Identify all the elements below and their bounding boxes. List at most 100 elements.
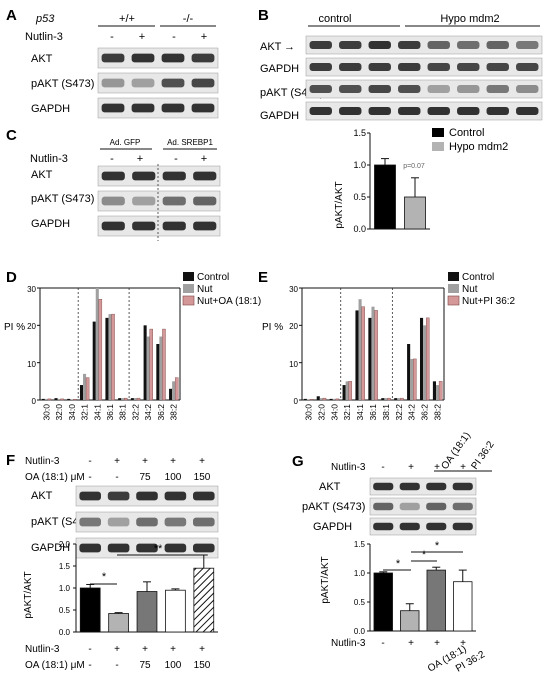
bar-nut	[121, 398, 125, 400]
panel-a-nutlin-label: Nutlin-3	[25, 31, 63, 43]
panel-f-sig-1: *	[102, 571, 107, 583]
panel-g-axis-nutlin-label: Nutlin-3	[331, 638, 366, 649]
panel-g-blot	[369, 477, 477, 536]
panel-f-oa-label: OA (18:1) μM	[25, 472, 85, 483]
panel-f-axis-oa-5: 150	[194, 660, 211, 671]
blot-band	[191, 103, 215, 113]
bar-control	[316, 396, 320, 400]
blot-strip	[97, 215, 221, 237]
blot-band	[101, 78, 125, 88]
bar-nut	[371, 306, 375, 400]
panel-c-row-akt: AKT	[31, 169, 53, 181]
blot-band	[398, 63, 421, 71]
panel-d-ytick-0: 0	[32, 397, 37, 406]
blot-band	[368, 41, 391, 49]
bar-nut	[146, 336, 150, 400]
bar	[374, 164, 396, 230]
blot-band	[516, 41, 539, 49]
panel-b-legend-control: Control	[449, 127, 484, 139]
panel-d-chart: 30:0 32:0 34:0 32:1 34:1 36:1 38:1 32:2 34:2 36:2…	[37, 287, 181, 421]
panel-g-ytick-2: 1.0	[354, 569, 366, 578]
bar-nut-oa-18-1-	[174, 377, 179, 401]
panel-f-axis-nutlin-2: +	[114, 644, 120, 655]
panel-g-axis-nutlin-2: +	[408, 638, 414, 649]
bar-nut-pi-36-2	[335, 398, 340, 401]
blot-band	[398, 85, 421, 93]
panel-e-legend-pi: Nut+PI 36:2	[462, 296, 516, 307]
panel-d-ytick-1: 10	[27, 360, 36, 369]
panel-g-nutlin-sign-1: -	[381, 462, 384, 473]
blot-band	[191, 78, 215, 88]
x-tick-label: 36:2	[156, 404, 166, 421]
blot-band	[486, 107, 509, 115]
blot-band	[368, 85, 391, 93]
bar-control	[79, 385, 84, 400]
bar	[193, 567, 215, 633]
blot-band	[193, 221, 217, 231]
blot-band	[339, 85, 362, 93]
blot-band	[399, 502, 420, 511]
panel-b-ytick-2: 1.0	[353, 160, 366, 170]
bar	[165, 589, 186, 633]
bar-nut	[319, 398, 323, 400]
bar-control	[67, 398, 71, 400]
panel-f-axis-nutlin-5: +	[199, 644, 205, 655]
panel-g-nutlin-sign-2: +	[408, 462, 414, 473]
bar-nut	[435, 385, 440, 400]
bar	[400, 610, 420, 632]
blot-band	[452, 482, 473, 491]
panel-e-ytick-0: 0	[294, 397, 299, 406]
blot-band	[136, 517, 158, 527]
blot-band	[457, 107, 480, 115]
blot-band	[426, 482, 447, 491]
blot-band	[193, 171, 217, 181]
panel-e-ylabel: PI %	[262, 322, 283, 333]
bar	[404, 196, 426, 230]
blot-band	[162, 221, 186, 231]
panel-e-ytick-1: 10	[289, 360, 298, 369]
bar	[136, 591, 158, 633]
blot-band	[427, 107, 450, 115]
panel-g-axis-nutlin-4: +	[460, 638, 466, 649]
bar-nut	[306, 399, 311, 400]
x-tick-label: 36:2	[420, 404, 430, 421]
panel-c-row-gapdh: GAPDH	[31, 218, 70, 230]
panel-f-ytick-1: 0.5	[59, 606, 71, 615]
x-tick-label: 36:1	[368, 404, 378, 421]
panel-d-ytick-2: 20	[27, 322, 36, 331]
panel-d-legend-nut: Nut	[197, 284, 213, 295]
panel-a-row-akt: AKT	[31, 53, 53, 65]
blot-band	[426, 502, 447, 511]
bar-nut	[133, 398, 137, 400]
bar-nut-oa-18-1-	[111, 313, 115, 401]
bar-control	[105, 317, 109, 400]
panel-b-pvalue: p=0.07	[403, 163, 425, 170]
panel-f-axis-nutlin-4: +	[170, 644, 176, 655]
x-tick-label: 34:1	[355, 404, 365, 421]
blot-band	[101, 103, 125, 113]
panel-b-legend-swatch-control	[432, 128, 444, 137]
blot-band	[486, 63, 509, 71]
blot-strip	[369, 497, 477, 516]
panel-g-sig-3: *	[435, 540, 440, 552]
panel-g-row-pakt: pAKT (S473)	[302, 501, 365, 513]
panel-f-nutlin-sign-5: +	[199, 456, 205, 467]
blot-band	[339, 41, 362, 49]
blot-band	[79, 517, 101, 527]
bar-nut-pi-36-2	[400, 397, 404, 401]
blot-band	[399, 482, 420, 491]
bar-nut-oa-18-1-	[60, 398, 64, 401]
panel-a-nutlin-sign-3: -	[172, 31, 176, 43]
bar	[79, 587, 101, 633]
panel-b-group-1: control	[318, 13, 351, 25]
panel-f-blot	[75, 485, 219, 559]
panel-c: C Ad. GFP Ad. SREBP1 Nutlin-3 - + - + AK…	[6, 127, 221, 241]
blot-band	[373, 522, 394, 531]
panel-c-blot	[97, 164, 221, 241]
panel-g-chart	[367, 543, 476, 632]
bar-nut	[384, 398, 388, 400]
blot-band	[107, 517, 130, 527]
panel-c-nutlin-label: Nutlin-3	[30, 153, 68, 165]
blot-band	[339, 107, 362, 115]
panel-b-ytick-0: 0.0	[353, 224, 366, 234]
